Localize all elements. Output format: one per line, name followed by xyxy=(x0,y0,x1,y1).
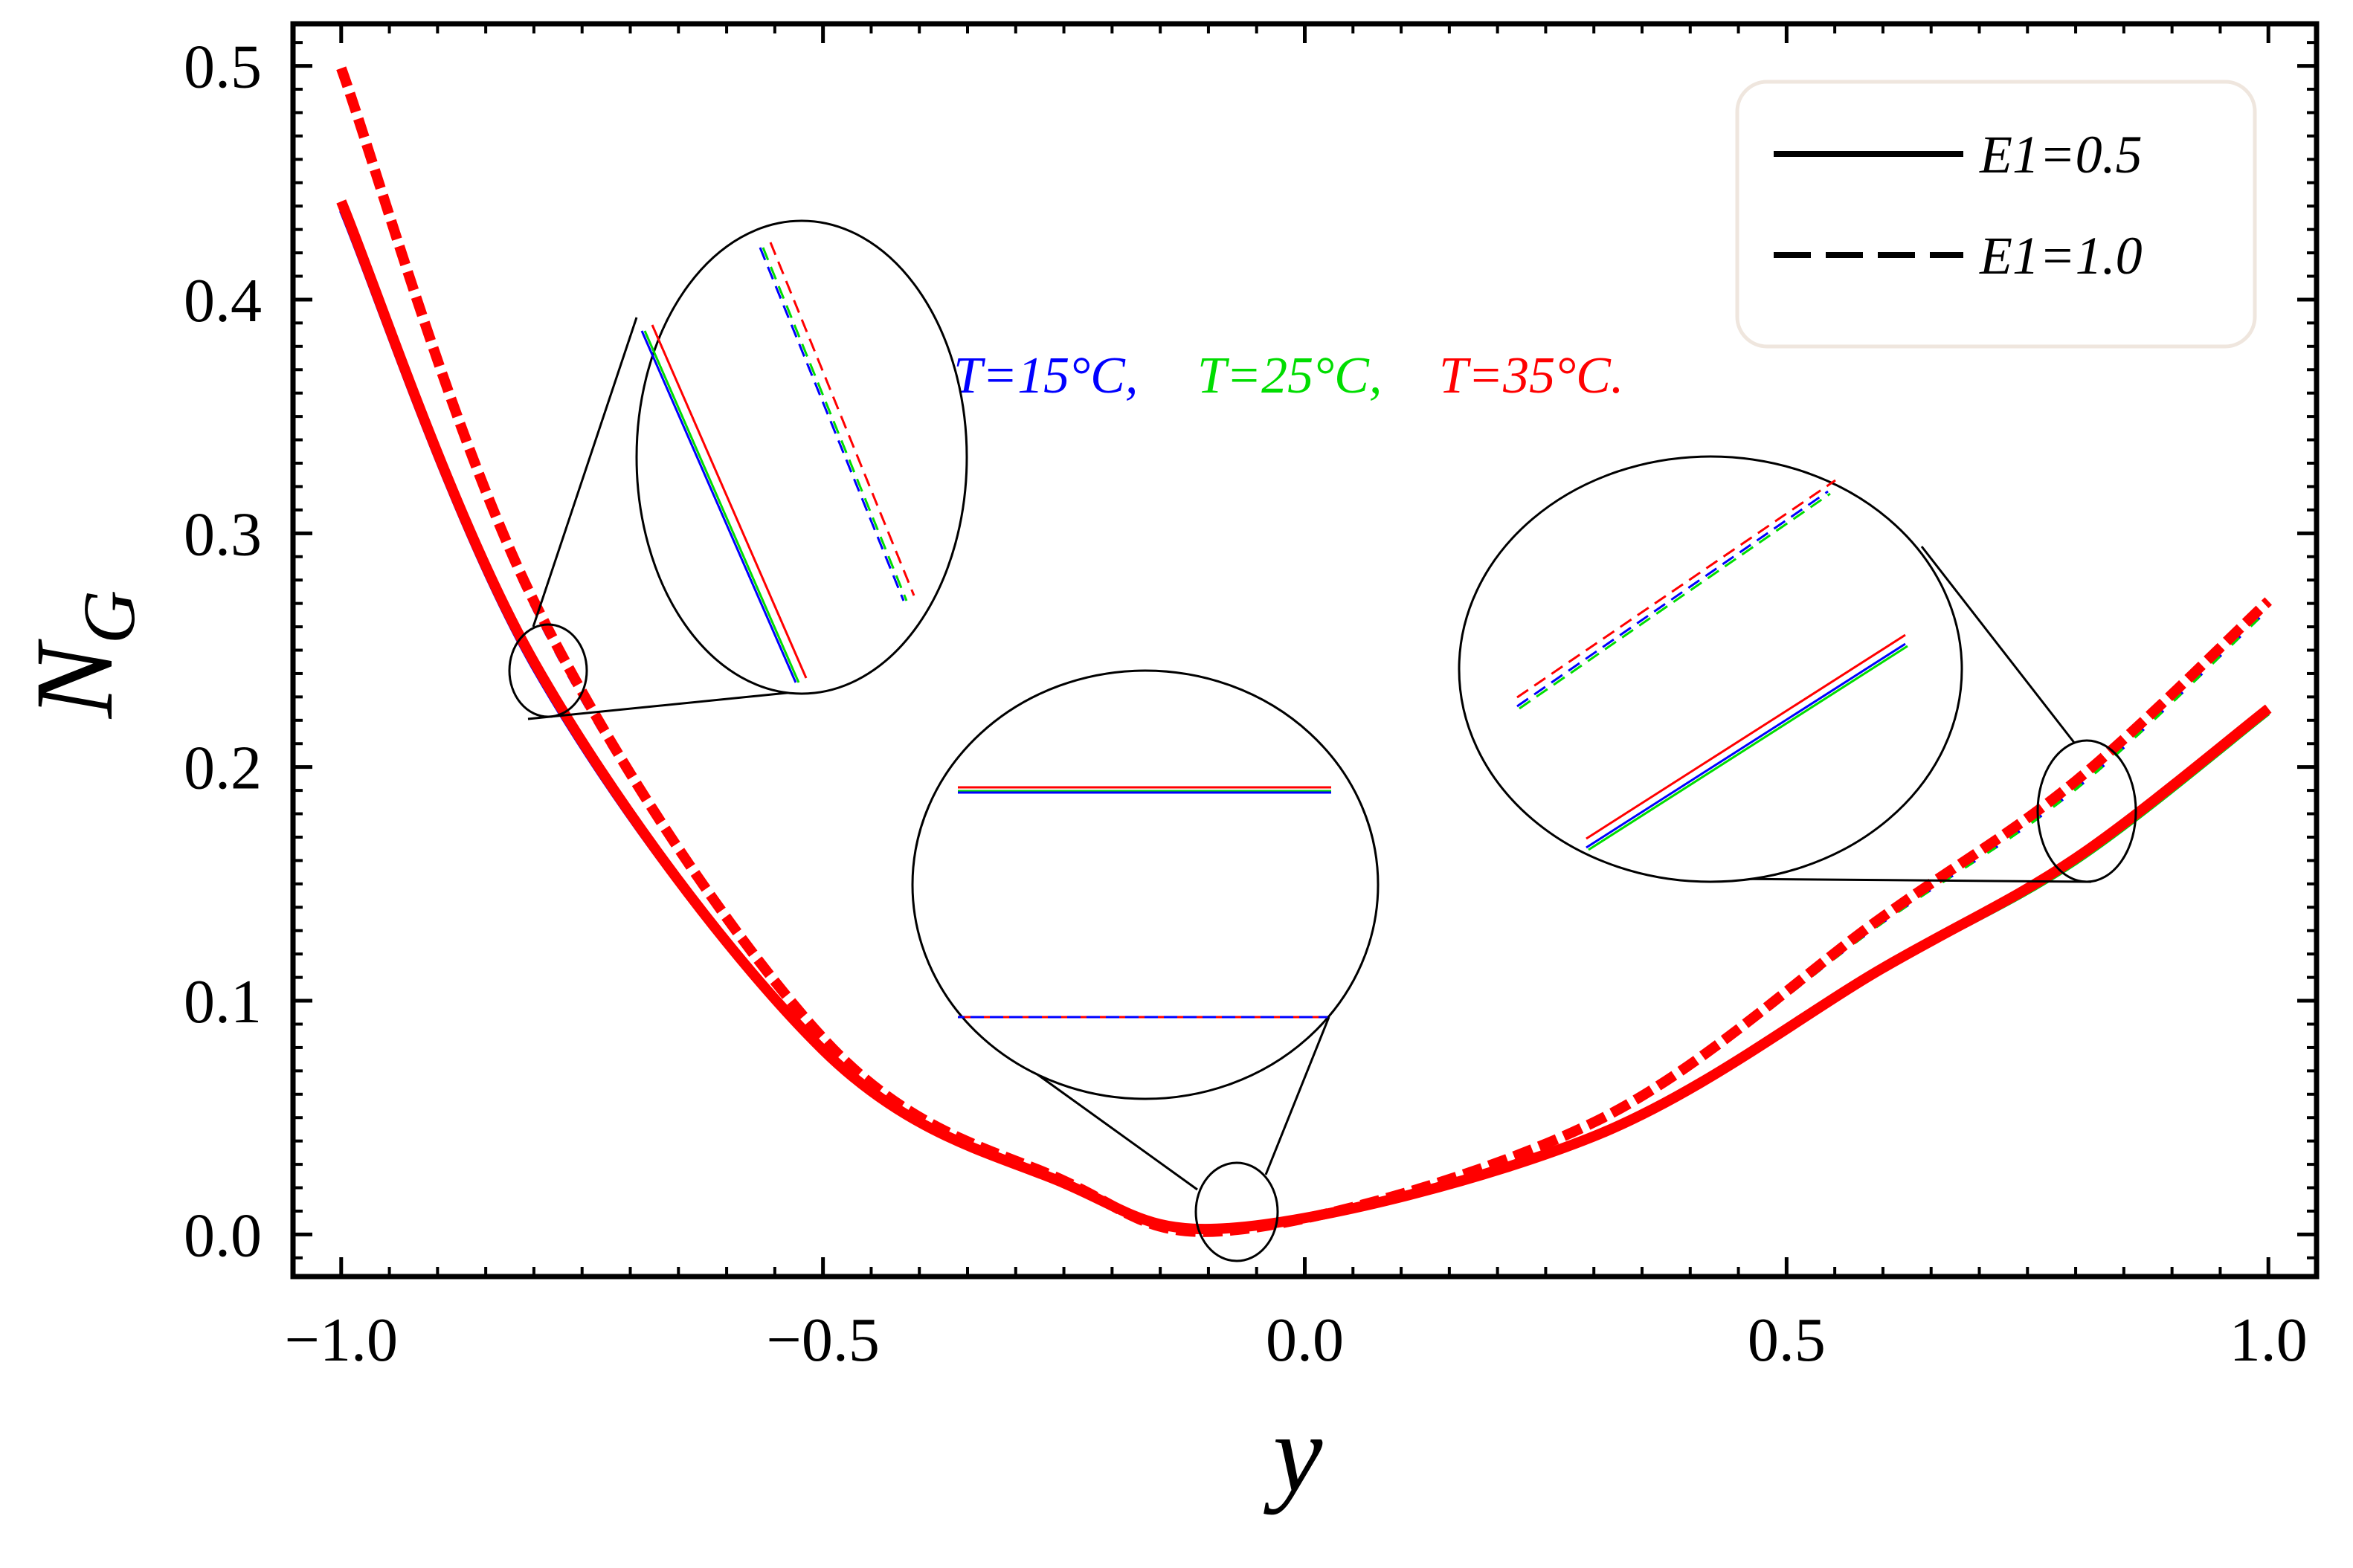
x-tick-label: −0.5 xyxy=(766,1306,879,1375)
legend-label: E1=0.5 xyxy=(1979,125,2143,184)
y-axis-title-subscript: G xyxy=(68,590,150,644)
zoom-inset-ellipse xyxy=(1458,455,1963,883)
annotation-t25: T=25°C, xyxy=(1197,347,1382,404)
y-tick-label: 0.1 xyxy=(184,967,262,1036)
zoom-connector xyxy=(1722,877,2092,883)
inset-line-solid-green xyxy=(1588,645,1908,851)
temperature-annotation: T=15°C, T=25°C, T=35°C. xyxy=(953,347,1623,404)
inset-line-dashed-blue xyxy=(1516,490,1829,708)
inset-line-solid-red xyxy=(1586,633,1906,840)
y-axis-title-main: N xyxy=(13,639,136,720)
zoom-connector xyxy=(532,317,638,627)
zoom-inset-right xyxy=(1458,455,2137,883)
x-tick-labels: −1.0 −0.5 0.0 0.5 1.0 xyxy=(285,1306,2308,1375)
x-tick-label: 1.0 xyxy=(2230,1306,2308,1375)
zoom-inset-bottom xyxy=(911,669,1380,1262)
x-tick-label: 0.5 xyxy=(1748,1306,1826,1375)
annotation-t15: T=15°C, xyxy=(953,347,1138,404)
zoom-connector xyxy=(527,691,795,720)
y-tick-label: 0.0 xyxy=(184,1201,262,1270)
y-tick-label: 0.5 xyxy=(184,33,262,102)
legend: E1=0.5 E1=1.0 xyxy=(1735,80,2257,349)
series-line xyxy=(336,66,2272,1237)
x-axis-title: y xyxy=(1264,1392,1323,1515)
y-tick-label: 0.2 xyxy=(184,734,262,803)
zoom-connector xyxy=(1920,546,2076,744)
inset-line-dashed-blue xyxy=(759,247,905,601)
inset-line-dashed-red xyxy=(769,242,915,596)
x-tick-label: −1.0 xyxy=(285,1306,398,1375)
inset-line-solid-blue xyxy=(640,330,797,683)
inset-line-dashed-red xyxy=(1516,479,1836,699)
annotation-t35: T=35°C. xyxy=(1439,347,1623,404)
inset-line-dashed-green xyxy=(1519,492,1831,710)
y-tick-label: 0.3 xyxy=(184,500,262,569)
y-tick-labels: 0.0 0.1 0.2 0.3 0.4 0.5 xyxy=(184,33,262,1271)
legend-label: E1=1.0 xyxy=(1979,226,2143,285)
inset-line-solid-red xyxy=(651,324,808,679)
zoom-inset-left xyxy=(508,219,968,720)
major-ticks xyxy=(293,24,2317,1277)
minor-ticks xyxy=(293,24,2317,1277)
legend-box xyxy=(1735,80,2257,349)
zoom-connector xyxy=(1264,1016,1330,1175)
y-axis-title: NG xyxy=(13,590,150,720)
inset-line-dashed-green xyxy=(762,247,908,601)
inset-line-solid-green xyxy=(643,330,800,683)
zoom-inset-ellipse xyxy=(635,219,968,695)
inset-line-solid-blue xyxy=(1586,642,1906,849)
series-layer xyxy=(336,66,2272,1237)
zoom-inset-ellipse xyxy=(911,669,1380,1100)
zoom-marker-circle xyxy=(1194,1161,1279,1262)
y-tick-label: 0.4 xyxy=(184,266,262,335)
series-line xyxy=(336,199,2272,1235)
x-tick-label: 0.0 xyxy=(1266,1306,1344,1375)
